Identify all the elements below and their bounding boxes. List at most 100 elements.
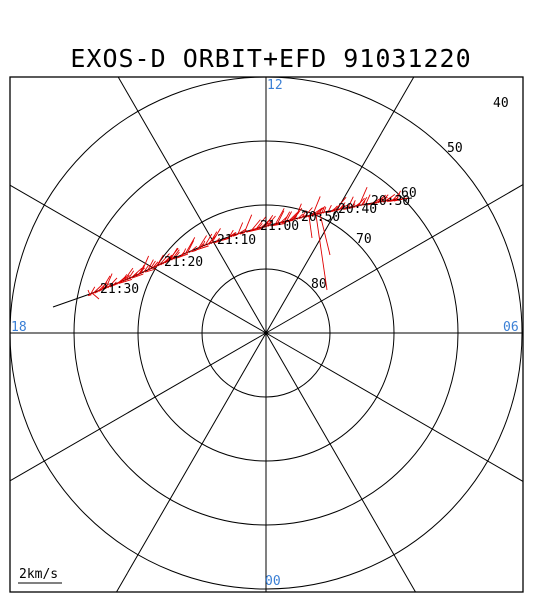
efd-vector xyxy=(334,196,347,212)
efd-vector xyxy=(243,214,253,234)
efd-vector xyxy=(331,205,338,212)
efd-vector xyxy=(208,231,218,245)
efd-vector xyxy=(276,210,285,225)
mlt-spokes xyxy=(9,76,524,593)
efd-vectors xyxy=(87,187,408,300)
efd-vector xyxy=(173,251,180,260)
efd-vector xyxy=(250,219,261,232)
efd-vector xyxy=(362,200,366,206)
efd-vector xyxy=(322,206,327,214)
time-label-2100: 21:00 xyxy=(260,219,299,234)
efd-vector xyxy=(100,275,111,291)
efd-vector xyxy=(347,196,354,209)
efd-vector xyxy=(175,253,189,259)
efd-vector xyxy=(195,245,209,251)
efd-vector xyxy=(395,190,401,201)
efd-vector xyxy=(162,254,173,265)
time-label-2110: 21:10 xyxy=(217,233,256,248)
mlt-label-00: 00 xyxy=(265,574,281,589)
efd-vector xyxy=(145,268,156,273)
efd-vector xyxy=(111,281,117,287)
mlt-spoke xyxy=(265,184,524,334)
efd-vector xyxy=(364,194,371,206)
efd-vector xyxy=(263,215,274,228)
efd-vector xyxy=(127,270,135,281)
efd-vector xyxy=(283,211,291,223)
time-label-2050: 20:50 xyxy=(301,210,340,225)
mlt-label-18: 18 xyxy=(11,320,27,335)
time-label-2030: 20:30 xyxy=(371,194,410,209)
efd-vector xyxy=(320,207,325,214)
efd-vector xyxy=(171,249,180,261)
efd-vector xyxy=(311,196,321,216)
efd-vector xyxy=(204,233,213,247)
efd-vector xyxy=(89,286,96,296)
efd-vector xyxy=(369,197,382,205)
efd-vector xyxy=(140,255,150,275)
efd-vector xyxy=(338,202,346,211)
efd-vector xyxy=(228,229,234,239)
efd-vector xyxy=(129,267,143,280)
efd-vector xyxy=(296,213,304,220)
efd-vector xyxy=(303,207,313,219)
efd-vector xyxy=(125,274,130,282)
efd-vector xyxy=(351,200,356,208)
efd-vector xyxy=(151,261,159,270)
efd-vector xyxy=(360,196,368,207)
efd-vector xyxy=(107,277,118,289)
efd-vector xyxy=(92,284,103,295)
polar-grid xyxy=(9,76,524,593)
efd-vector xyxy=(188,245,198,254)
efd-vector xyxy=(215,237,221,243)
efd-vector xyxy=(122,267,134,282)
mlt-label-12: 12 xyxy=(267,78,283,93)
efd-vector xyxy=(230,232,237,238)
mlt-labels: 12 18 06 00 xyxy=(11,78,519,589)
mlt-spoke xyxy=(117,76,267,334)
efd-vector xyxy=(257,223,263,230)
lat-label-70: 70 xyxy=(356,232,372,247)
efd-vector xyxy=(285,211,292,223)
latitude-labels: 40 50 60 70 80 xyxy=(311,96,509,292)
efd-vector xyxy=(308,215,313,239)
efd-vector xyxy=(254,216,267,231)
time-label-2120: 21:20 xyxy=(164,255,203,270)
efd-vector xyxy=(398,197,406,201)
efd-vector xyxy=(147,259,154,272)
time-label-2130: 21:30 xyxy=(100,282,139,297)
efd-vector xyxy=(133,272,138,278)
mlt-spoke xyxy=(116,332,267,593)
efd-vector xyxy=(199,243,204,249)
efd-vector xyxy=(315,214,328,291)
efd-vector xyxy=(305,214,311,218)
efd-vector xyxy=(201,240,206,248)
efd-vector xyxy=(186,240,195,254)
time-labels: 20:30 20:40 20:50 21:00 21:10 21:20 21:3… xyxy=(100,194,410,297)
lat-label-60: 60 xyxy=(401,186,417,201)
mlt-spoke xyxy=(9,184,267,334)
efd-vector xyxy=(91,292,100,300)
efd-vector xyxy=(318,208,323,215)
efd-vector xyxy=(301,210,307,219)
mlt-spoke xyxy=(265,332,416,593)
efd-vector xyxy=(120,274,128,283)
efd-vector xyxy=(226,232,236,239)
efd-vector xyxy=(184,237,196,255)
efd-vector xyxy=(314,206,326,216)
efd-vector xyxy=(327,204,332,213)
efd-vector xyxy=(274,208,285,226)
mlt-label-06: 06 xyxy=(503,320,519,335)
efd-vector xyxy=(391,193,400,202)
efd-vector xyxy=(235,228,247,236)
efd-vector xyxy=(319,213,331,256)
efd-vector xyxy=(158,253,170,267)
efd-vector xyxy=(149,260,156,271)
mlt-spoke xyxy=(9,332,267,482)
lat-label-50: 50 xyxy=(447,141,463,156)
efd-vector xyxy=(105,273,113,289)
efd-vector xyxy=(384,194,396,203)
efd-vector xyxy=(87,294,92,297)
efd-vector xyxy=(281,219,294,224)
efd-vector xyxy=(237,222,244,235)
